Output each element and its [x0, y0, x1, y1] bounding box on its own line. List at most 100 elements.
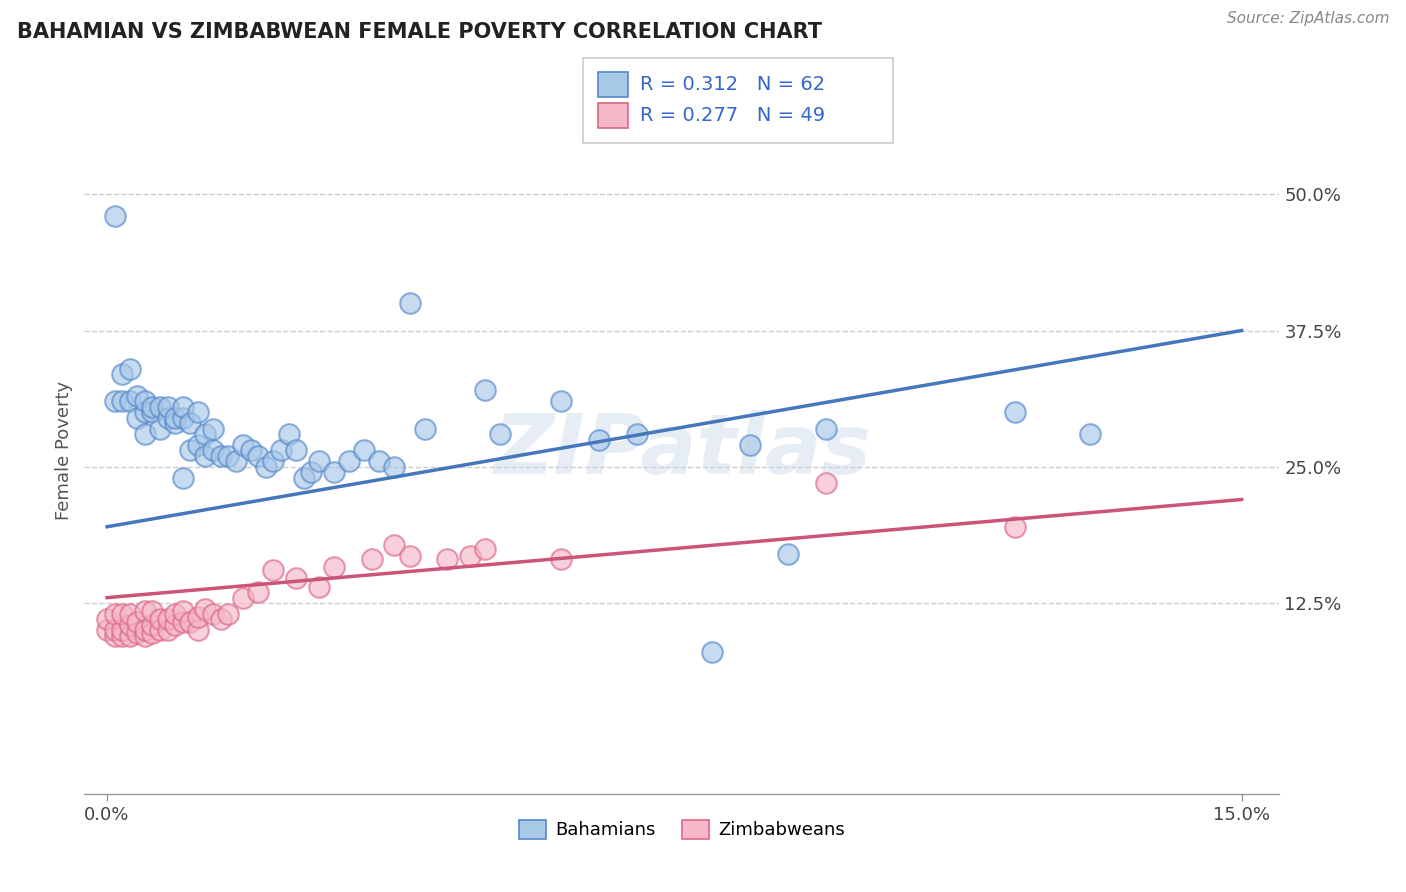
Point	[337, 454, 360, 468]
Point	[172, 410, 194, 425]
Point	[172, 471, 194, 485]
Point	[118, 361, 141, 376]
Point	[1004, 405, 1026, 419]
Point	[104, 394, 127, 409]
Text: R = 0.277   N = 49: R = 0.277 N = 49	[640, 106, 825, 126]
Point	[368, 454, 391, 468]
Point	[323, 560, 346, 574]
Point	[134, 629, 156, 643]
Point	[232, 591, 254, 605]
Point	[134, 427, 156, 442]
Point	[323, 465, 346, 479]
Point	[550, 394, 572, 409]
Point	[111, 607, 134, 621]
Point	[232, 438, 254, 452]
Point	[201, 443, 224, 458]
Point	[127, 615, 149, 629]
Legend: Bahamians, Zimbabweans: Bahamians, Zimbabweans	[512, 813, 852, 847]
Point	[165, 618, 187, 632]
Point	[194, 449, 217, 463]
Point	[201, 607, 224, 621]
Text: R = 0.312   N = 62: R = 0.312 N = 62	[640, 75, 825, 95]
Point	[156, 624, 179, 638]
Point	[141, 618, 163, 632]
Point	[209, 612, 232, 626]
Point	[172, 615, 194, 629]
Point	[111, 394, 134, 409]
Point	[194, 427, 217, 442]
Point	[156, 612, 179, 626]
Point	[111, 367, 134, 381]
Point	[172, 604, 194, 618]
Point	[413, 422, 436, 436]
Text: BAHAMIAN VS ZIMBABWEAN FEMALE POVERTY CORRELATION CHART: BAHAMIAN VS ZIMBABWEAN FEMALE POVERTY CO…	[17, 22, 823, 42]
Point	[702, 645, 724, 659]
Y-axis label: Female Poverty: Female Poverty	[55, 381, 73, 520]
Point	[134, 405, 156, 419]
Point	[96, 624, 118, 638]
Point	[308, 454, 330, 468]
Point	[165, 416, 187, 430]
Point	[277, 427, 299, 442]
Point	[179, 416, 201, 430]
Point	[1004, 520, 1026, 534]
Point	[149, 422, 172, 436]
Point	[127, 389, 149, 403]
Point	[118, 629, 141, 643]
Point	[247, 449, 270, 463]
Point	[299, 465, 322, 479]
Point	[134, 624, 156, 638]
Point	[1080, 427, 1102, 442]
Point	[270, 443, 292, 458]
Point	[156, 410, 179, 425]
Point	[550, 552, 572, 566]
Point	[209, 449, 232, 463]
Point	[187, 405, 209, 419]
Point	[141, 405, 163, 419]
Point	[398, 549, 420, 564]
Point	[262, 454, 284, 468]
Point	[254, 459, 277, 474]
Point	[104, 209, 127, 223]
Point	[384, 538, 406, 552]
Point	[104, 624, 127, 638]
Point	[201, 422, 224, 436]
Point	[141, 400, 163, 414]
Point	[588, 433, 610, 447]
Point	[474, 541, 496, 556]
Point	[165, 607, 187, 621]
Point	[384, 459, 406, 474]
Point	[149, 612, 172, 626]
Text: Source: ZipAtlas.com: Source: ZipAtlas.com	[1226, 11, 1389, 26]
Point	[353, 443, 375, 458]
Point	[165, 410, 187, 425]
Point	[436, 552, 458, 566]
Point	[292, 471, 315, 485]
Point	[141, 625, 163, 640]
Point	[134, 394, 156, 409]
Point	[111, 624, 134, 638]
Point	[239, 443, 262, 458]
Point	[489, 427, 512, 442]
Point	[738, 438, 761, 452]
Point	[127, 410, 149, 425]
Text: ZIPatlas: ZIPatlas	[494, 410, 870, 491]
Point	[285, 571, 308, 585]
Point	[814, 476, 837, 491]
Point	[262, 563, 284, 577]
Point	[118, 607, 141, 621]
Point	[179, 443, 201, 458]
Point	[285, 443, 308, 458]
Point	[127, 625, 149, 640]
Point	[96, 612, 118, 626]
Point	[179, 615, 201, 629]
Point	[104, 629, 127, 643]
Point	[217, 449, 239, 463]
Point	[814, 422, 837, 436]
Point	[626, 427, 648, 442]
Point	[474, 384, 496, 398]
Point	[104, 607, 127, 621]
Point	[194, 601, 217, 615]
Point	[225, 454, 247, 468]
Point	[187, 624, 209, 638]
